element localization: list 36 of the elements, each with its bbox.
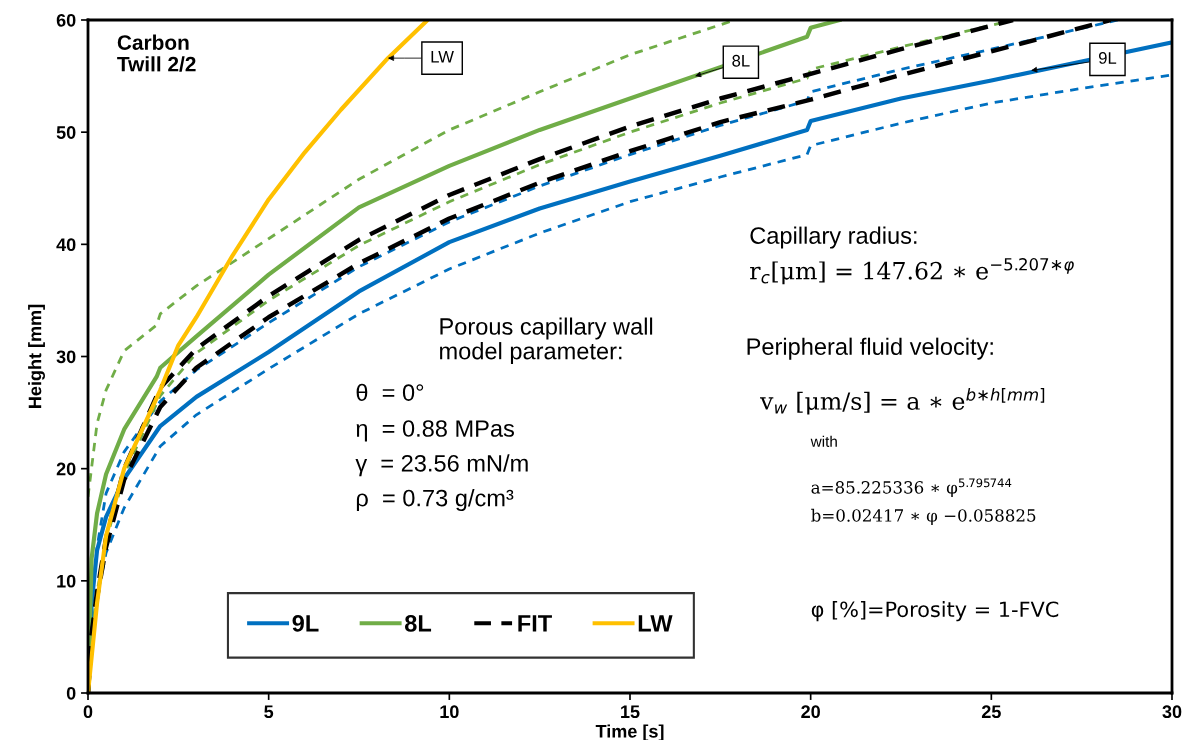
x-tick-label: 10 bbox=[440, 705, 459, 719]
annotation: γ = 23.56 mN/m bbox=[355, 454, 528, 477]
y-tick-label: 30 bbox=[56, 350, 76, 364]
annotation: b=0.02417 ∗ φ −0.058825 bbox=[811, 508, 1036, 525]
annotation: with bbox=[810, 435, 837, 447]
x-tick-label: 20 bbox=[801, 705, 820, 719]
annotation: 8L bbox=[732, 54, 750, 67]
annotation: ρ = 0.73 g/cm³ bbox=[356, 489, 514, 512]
legend-label: 8L bbox=[404, 615, 432, 632]
y-tick-label: 60 bbox=[56, 13, 76, 27]
x-tick-label: 30 bbox=[1162, 705, 1182, 719]
legend-label: LW bbox=[638, 615, 673, 632]
annotation: Porous capillary wall model parameter: bbox=[440, 317, 653, 365]
x-tick-label: 15 bbox=[621, 705, 640, 719]
y-tick-label: 50 bbox=[56, 126, 76, 139]
annotation: θ = 0° bbox=[356, 383, 424, 401]
annotation: η = 0.88 MPas bbox=[356, 420, 514, 442]
y-axis-title: Height [mm] bbox=[28, 304, 45, 408]
y-tick-label: 10 bbox=[57, 574, 76, 588]
annotation: a=85.225336 ∗ φ$^{5.795744}$ bbox=[811, 478, 1012, 497]
legend-label: 9L bbox=[292, 615, 319, 632]
y-tick-label: 0 bbox=[66, 686, 76, 700]
annotation: Capillary radius: bbox=[750, 226, 917, 249]
annotation: Carbon Twill 2/2 bbox=[117, 34, 196, 72]
annotation: Peripheral fluid velocity: bbox=[747, 337, 993, 360]
x-tick-label: 25 bbox=[981, 705, 1001, 719]
annotation: φ [%]=Porosity = 1-FVC bbox=[811, 601, 1059, 622]
x-tick-label: 5 bbox=[264, 705, 274, 719]
y-tick-label: 20 bbox=[56, 462, 76, 476]
annotation: r$_{c}$[μm] = 147.62 ∗ e$^{−5.207∗φ}$ bbox=[750, 258, 1074, 285]
annotation: 9L bbox=[1098, 52, 1117, 64]
annotation: LW bbox=[431, 50, 454, 63]
x-tick-label: 0 bbox=[83, 705, 93, 719]
legend-label: FIT bbox=[518, 615, 552, 632]
annotation: v$_{w}$ [μm/s] = a ∗ e$^{b∗h[mm]}$ bbox=[760, 388, 1045, 415]
y-tick-label: 40 bbox=[56, 238, 76, 252]
